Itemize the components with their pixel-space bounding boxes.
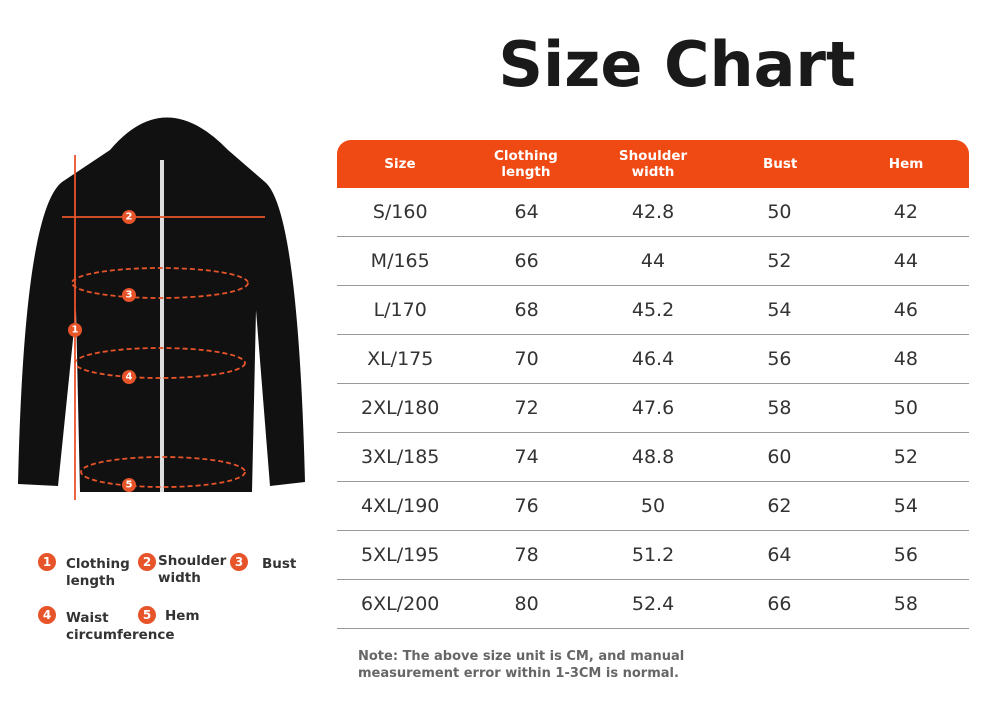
header-cell: Shoulder width (618, 148, 688, 180)
header-row: Size Clothing length Shoulder width Bust Hem (337, 140, 969, 188)
table-row: L/170 68 45.2 54 46 (337, 286, 969, 335)
table-cell: 78 (514, 544, 539, 566)
table-cell: 58 (767, 397, 792, 419)
jacket-diagram: 1 2 3 4 5 (18, 117, 305, 500)
table-cell: 80 (514, 593, 539, 615)
header-cell: Bust (762, 156, 798, 172)
legend-label: Bust (262, 556, 297, 572)
table-row: M/165 66 44 52 44 (337, 237, 969, 286)
table-cell: M/165 (370, 250, 430, 272)
legend-label: Clothing length (66, 556, 130, 589)
table-cell: 54 (893, 495, 918, 517)
table-cell: 56 (767, 348, 792, 370)
table-cell: XL/175 (367, 348, 434, 370)
table-cell: 60 (767, 446, 792, 468)
table-cell: 42.8 (631, 201, 675, 223)
table-cell: 54 (767, 299, 792, 321)
table-row: 4XL/190 76 50 62 54 (337, 482, 969, 531)
table-cell: 56 (893, 544, 918, 566)
table-cell: 50 (893, 397, 918, 419)
table-cell: 70 (514, 348, 539, 370)
table-cell: 4XL/190 (361, 495, 440, 517)
legend-number: 3 (230, 553, 248, 571)
header-cell: Hem (888, 156, 924, 172)
legend-number: 1 (38, 553, 56, 571)
table-cell: 6XL/200 (361, 593, 440, 615)
table-cell: 66 (514, 250, 539, 272)
table-cell: 3XL/185 (361, 446, 440, 468)
table-cell: 74 (514, 446, 539, 468)
marker: 1 (72, 325, 79, 336)
table-cell: 72 (514, 397, 539, 419)
table-cell: 5XL/195 (361, 544, 440, 566)
table-cell: 2XL/180 (361, 397, 440, 419)
table-cell: 45.2 (631, 299, 675, 321)
marker: 5 (126, 480, 133, 491)
table-cell: 62 (767, 495, 792, 517)
table-cell: 64 (767, 544, 792, 566)
header-cell: Clothing length (493, 148, 558, 180)
table-cell: 68 (514, 299, 539, 321)
table-cell: 46 (893, 299, 918, 321)
legend-number: 5 (138, 606, 156, 624)
table-row: 2XL/180 72 47.6 58 50 (337, 384, 969, 433)
table-cell: L/170 (373, 299, 427, 321)
table-cell: 76 (514, 495, 539, 517)
marker: 3 (126, 290, 133, 301)
marker: 4 (126, 372, 133, 383)
table-cell: 47.6 (631, 397, 675, 419)
size-table: Size Clothing length Shoulder width Bust Hem… (337, 140, 969, 629)
table-cell: 48.8 (631, 446, 675, 468)
table-cell: 52 (767, 250, 792, 272)
table-cell: 48 (893, 348, 918, 370)
table-cell: 58 (893, 593, 918, 615)
table-row: 6XL/200 80 52.4 66 58 (337, 580, 969, 629)
legend-label: Waist circumference (66, 610, 175, 643)
table-cell: 52 (893, 446, 918, 468)
note: Note: The above size unit is CM, and man… (358, 649, 685, 681)
table-cell: 51.2 (631, 544, 675, 566)
table-cell: 44 (893, 250, 918, 272)
table-cell: 44 (640, 250, 666, 272)
table-cell: 46.4 (631, 348, 675, 370)
legend-number: 2 (138, 553, 156, 571)
table-row: 5XL/195 78 51.2 64 56 (337, 531, 969, 580)
table-cell: S/160 (372, 201, 428, 223)
table-row: 3XL/185 74 48.8 60 52 (337, 433, 969, 482)
table-row: XL/175 70 46.4 56 48 (337, 335, 969, 384)
table-row: S/160 64 42.8 50 42 (337, 188, 969, 237)
legend-label: Shoulder width (158, 553, 227, 586)
table-cell: 52.4 (631, 593, 675, 615)
title: Size Chart (498, 28, 856, 101)
legend-label: Hem (165, 608, 200, 624)
table-cell: 66 (767, 593, 792, 615)
table-cell: 64 (514, 201, 539, 223)
header-cell: Size (384, 156, 416, 172)
table-cell: 50 (767, 201, 792, 223)
marker: 2 (126, 212, 133, 223)
legend-number: 4 (38, 606, 56, 624)
table-cell: 50 (640, 495, 666, 517)
table-cell: 42 (893, 201, 918, 223)
